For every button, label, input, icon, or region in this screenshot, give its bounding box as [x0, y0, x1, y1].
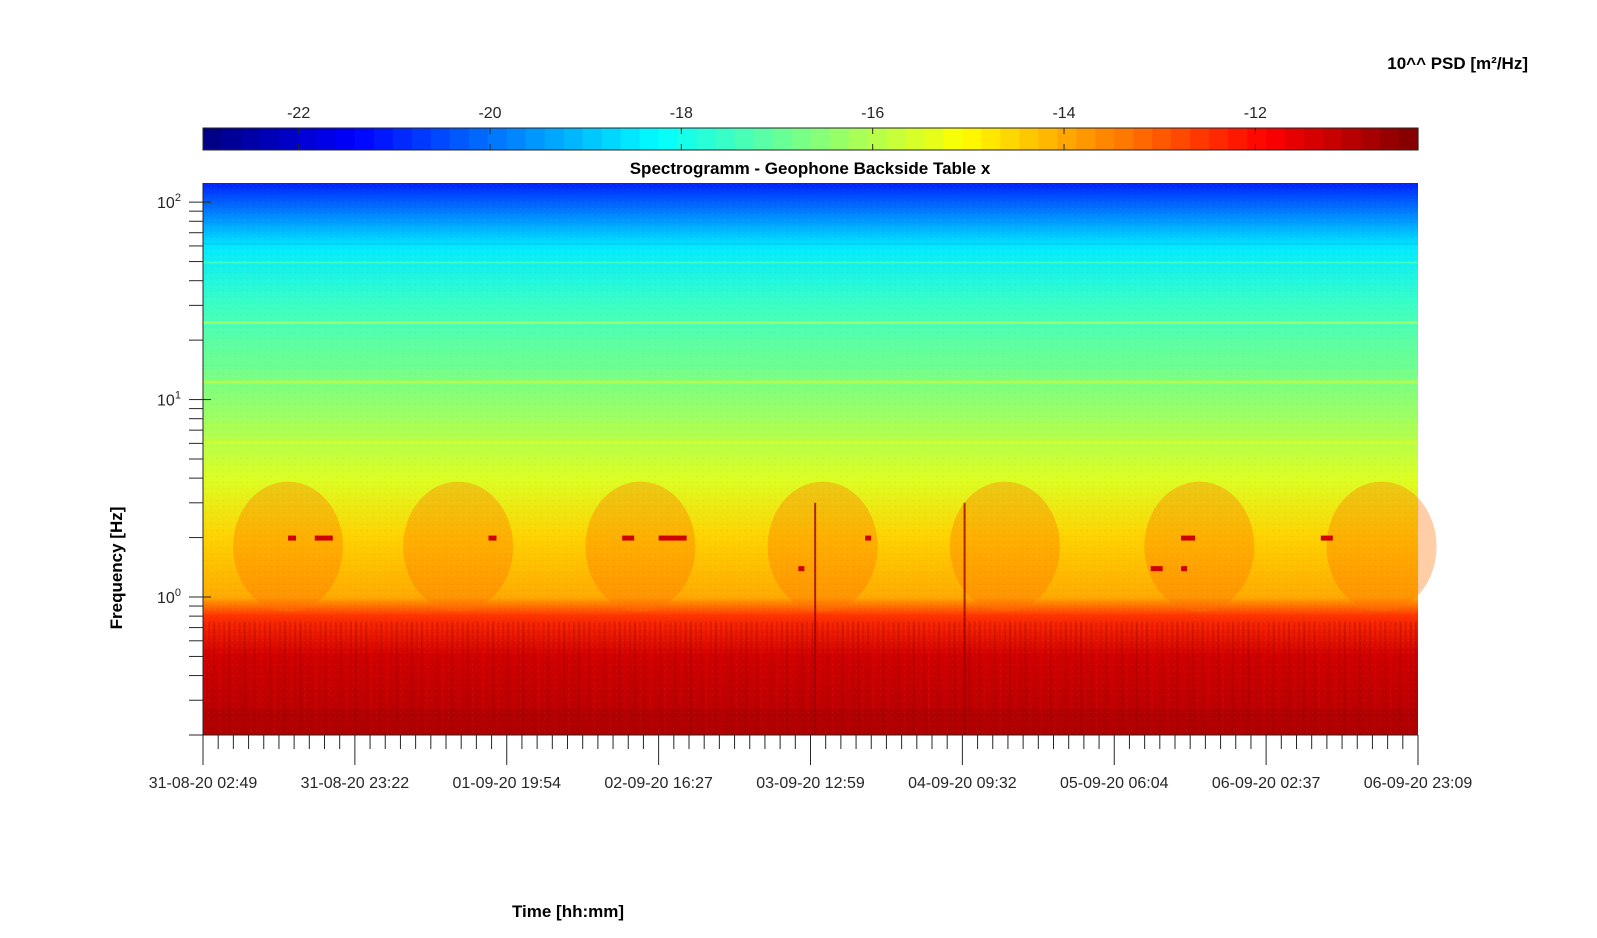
- x-tick-label: 02-09-20 16:27: [604, 775, 713, 792]
- colorbar-cell: [449, 128, 470, 150]
- colorbar-cell: [1380, 128, 1400, 150]
- colorbar-cell: [506, 128, 527, 150]
- x-tick-label: 01-09-20 19:54: [452, 775, 561, 792]
- x-tick-label: 05-09-20 06:04: [1060, 775, 1169, 792]
- x-tick-label: 04-09-20 09:32: [908, 775, 1017, 792]
- colorbar-cell: [715, 128, 736, 150]
- colorbar-cell: [297, 128, 318, 150]
- y-tick-label: 100: [157, 587, 181, 607]
- colorbar-cell: [563, 128, 584, 150]
- colorbar-cell: [1304, 128, 1324, 150]
- colorbar-cell: [962, 128, 982, 150]
- colorbar-tick-label: -14: [1052, 105, 1075, 122]
- colorbar-cell: [1342, 128, 1362, 150]
- colorbar: 10^^ PSD [m²/Hz] -22 -20 -18 -16 -14 -12: [202, 54, 1528, 151]
- colorbar-cell: [1038, 128, 1058, 150]
- colorbar-cell: [1000, 128, 1020, 150]
- colorbar-cell: [430, 128, 451, 150]
- y-tick-label: 101: [157, 390, 181, 410]
- colorbar-cell: [1095, 128, 1115, 150]
- spectrogram-noise: [203, 183, 1418, 735]
- colorbar-cell: [525, 128, 546, 150]
- x-axis-label: Time [hh:mm]: [512, 902, 624, 921]
- colorbar-cell: [886, 128, 907, 150]
- colorbar-cell: [373, 128, 394, 150]
- colorbar-cell: [677, 128, 698, 150]
- colorbar-cell: [316, 128, 337, 150]
- chart-title: Spectrogramm - Geophone Backside Table x: [630, 159, 991, 178]
- colorbar-cell: [696, 128, 717, 150]
- colorbar-cell: [1133, 128, 1153, 150]
- colorbar-cell: [278, 128, 299, 150]
- colorbar-cell: [810, 128, 831, 150]
- colorbar-cell: [1152, 128, 1172, 150]
- colorbar-cell: [1266, 128, 1286, 150]
- colorbar-cell: [829, 128, 850, 150]
- colorbar-cell: [1209, 128, 1229, 150]
- colorbar-cell: [848, 128, 869, 150]
- colorbar-cell: [620, 128, 641, 150]
- colorbar-cell: [1247, 128, 1267, 150]
- y-tick-label: 102: [157, 192, 181, 212]
- colorbar-cell: [221, 128, 242, 150]
- colorbar-cell: [1323, 128, 1343, 150]
- colorbar-cell: [905, 128, 926, 150]
- colorbar-tick-label: -18: [670, 105, 693, 122]
- x-tick-label: 06-09-20 02:37: [1212, 775, 1321, 792]
- colorbar-cell: [981, 128, 1001, 150]
- colorbar-cell: [772, 128, 793, 150]
- colorbar-cell: [1171, 128, 1191, 150]
- colorbar-tick-label: -12: [1244, 105, 1267, 122]
- colorbar-cell: [1019, 128, 1039, 150]
- colorbar-cell: [1361, 128, 1381, 150]
- colorbar-cell: [468, 128, 489, 150]
- y-axis: 100 101 102: [157, 183, 211, 736]
- colorbar-tick-label: -22: [287, 105, 310, 122]
- colorbar-cell: [335, 128, 356, 150]
- colorbar-cell: [544, 128, 565, 150]
- colorbar-cell: [1285, 128, 1305, 150]
- colorbar-cell: [203, 128, 223, 150]
- colorbar-cell: [240, 128, 261, 150]
- colorbar-cell: [1228, 128, 1248, 150]
- colorbar-cell: [1114, 128, 1134, 150]
- colorbar-cell: [354, 128, 375, 150]
- colorbar-tick-label: -20: [478, 105, 501, 122]
- x-tick-label: 31-08-20 02:49: [149, 775, 258, 792]
- colorbar-cell: [734, 128, 755, 150]
- colorbar-cells: [203, 128, 1419, 150]
- colorbar-cell: [924, 128, 944, 150]
- colorbar-cell: [1399, 128, 1419, 150]
- colorbar-cell: [943, 128, 963, 150]
- colorbar-frame: [202, 127, 1419, 151]
- colorbar-cell: [487, 128, 508, 150]
- colorbar-cell: [1190, 128, 1210, 150]
- colorbar-cell: [867, 128, 888, 150]
- colorbar-cell: [411, 128, 432, 150]
- y-axis-label: Frequency [Hz]: [107, 507, 126, 630]
- colorbar-cell: [658, 128, 679, 150]
- x-tick-label: 03-09-20 12:59: [756, 775, 865, 792]
- colorbar-cell: [1076, 128, 1096, 150]
- x-tick-label: 06-09-20 23:09: [1364, 775, 1473, 792]
- colorbar-cell: [582, 128, 603, 150]
- colorbar-tick-label: -16: [861, 105, 884, 122]
- colorbar-cell: [259, 128, 280, 150]
- colorbar-ticks: -22 -20 -18 -16 -14 -12: [287, 105, 1267, 150]
- colorbar-cell: [601, 128, 622, 150]
- colorbar-cell: [639, 128, 660, 150]
- colorbar-cell: [392, 128, 413, 150]
- colorbar-cell: [753, 128, 774, 150]
- colorbar-cell: [791, 128, 812, 150]
- x-tick-label: 31-08-20 23:22: [301, 775, 410, 792]
- colorbar-label: 10^^ PSD [m²/Hz]: [1387, 54, 1528, 73]
- colorbar-cell: [1057, 128, 1077, 150]
- x-axis: 31-08-20 02:49 31-08-20 23:22 01-09-20 19:…: [149, 734, 1473, 792]
- plot-area: [203, 183, 1437, 735]
